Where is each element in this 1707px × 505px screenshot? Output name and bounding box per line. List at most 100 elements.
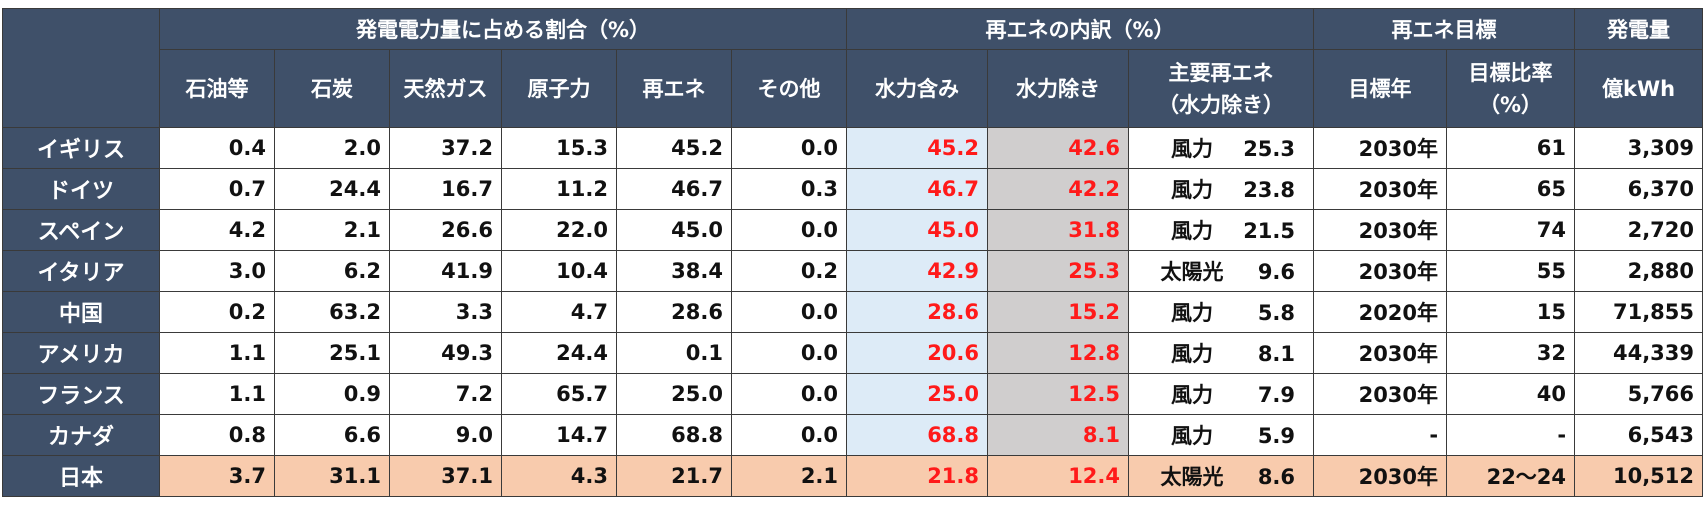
cell-other: 0.0 — [730, 209, 848, 251]
cell-generation: 2,720 — [1574, 209, 1704, 251]
table-row: カナダ 0.8 6.6 9.0 14.7 68.8 0.0 68.8 8.1 風力 5.9- -6,5… — [2, 414, 1704, 456]
header-main-renewable: 主要再エネ （水力除き） — [1128, 49, 1315, 128]
cell-nuclear: 10.4 — [501, 250, 617, 292]
cell-gas: 16.7 — [389, 168, 502, 210]
cell-nuclear: 24.4 — [501, 332, 617, 374]
cell-main-renewable: 太陽光 8.6 — [1128, 455, 1315, 497]
cell-nuclear: 22.0 — [501, 209, 617, 251]
table-row: フランス 1.1 0.9 7.2 65.7 25.0 0.0 25.0 12.5 風力 7.9 203… — [2, 373, 1704, 415]
main-renewable-source: 風力 — [1171, 342, 1214, 366]
cell-main-renewable: 風力 8.1 — [1128, 332, 1315, 374]
cell-target-year: 2030年 — [1313, 168, 1448, 210]
main-renewable-value: 9.6 — [1257, 260, 1296, 284]
cell-hydro-included: 42.9 — [846, 250, 989, 292]
cell-main-renewable: 風力 25.3 — [1128, 127, 1315, 169]
cell-main-renewable: 風力 5.9 — [1128, 414, 1315, 456]
cell-hydro-included: 46.7 — [846, 168, 989, 210]
cell-target-year: 2030年 — [1313, 455, 1448, 497]
cell-generation: 3,309 — [1574, 127, 1704, 169]
country-name: 中国 — [2, 291, 160, 333]
cell-gas: 26.6 — [389, 209, 502, 251]
main-renewable-source: 風力 — [1171, 424, 1214, 448]
header-renewable: 再エネ — [616, 49, 732, 128]
cell-nuclear: 15.3 — [501, 127, 617, 169]
cell-hydro-included: 45.0 — [846, 209, 989, 251]
main-renewable-source: 風力 — [1171, 383, 1214, 407]
cell-target-year: 2030年 — [1313, 332, 1448, 374]
cell-coal: 25.1 — [274, 332, 390, 374]
main-renewable-value: 5.8 — [1257, 301, 1296, 325]
main-renewable-value: 23.8 — [1243, 178, 1296, 202]
cell-hydro-excluded: 12.8 — [987, 332, 1130, 374]
cell-nuclear: 65.7 — [501, 373, 617, 415]
header-target-ratio-line1: 目標比率 — [1468, 60, 1553, 85]
cell-coal: 6.6 — [274, 414, 390, 456]
country-name: スペイン — [2, 209, 160, 251]
cell-hydro-included: 28.6 — [846, 291, 989, 333]
cell-main-renewable: 風力 21.5 — [1128, 209, 1315, 251]
cell-generation: 6,543 — [1574, 414, 1704, 456]
cell-other: 0.0 — [730, 414, 848, 456]
cell-target-ratio: 61 — [1446, 127, 1576, 169]
cell-renewable: 68.8 — [616, 414, 732, 456]
cell-gas: 9.0 — [389, 414, 502, 456]
header-target-ratio-line2: （%） — [1479, 92, 1543, 117]
cell-gas: 3.3 — [389, 291, 502, 333]
cell-oil: 4.2 — [159, 209, 275, 251]
main-renewable-source: 太陽光 — [1160, 260, 1224, 284]
table-row: イギリス 0.4 2.0 37.2 15.3 45.2 0.0 45.2 42.6 風力 25.3 2… — [2, 127, 1704, 169]
header-coal: 石炭 — [274, 49, 390, 128]
table-row: ドイツ 0.7 24.4 16.7 11.2 46.7 0.3 46.7 42.2 風力 23.8 2… — [2, 168, 1704, 210]
cell-target-ratio: 15 — [1446, 291, 1576, 333]
cell-other: 0.2 — [730, 250, 848, 292]
cell-hydro-excluded: 12.5 — [987, 373, 1130, 415]
cell-renewable: 28.6 — [616, 291, 732, 333]
cell-other: 2.1 — [730, 455, 848, 497]
cell-renewable: 21.7 — [616, 455, 732, 497]
table-row: 日本 3.7 31.1 37.1 4.3 21.7 2.1 21.8 12.4 太陽光 8.6 203… — [2, 455, 1704, 497]
main-renewable-value: 8.6 — [1257, 465, 1296, 489]
cell-coal: 6.2 — [274, 250, 390, 292]
cell-nuclear: 4.3 — [501, 455, 617, 497]
cell-gas: 37.1 — [389, 455, 502, 497]
cell-target-year: 2020年 — [1313, 291, 1448, 333]
cell-hydro-included: 20.6 — [846, 332, 989, 374]
cell-coal: 24.4 — [274, 168, 390, 210]
cell-oil: 3.0 — [159, 250, 275, 292]
cell-target-ratio: 22〜24 — [1446, 455, 1576, 497]
cell-other: 0.0 — [730, 332, 848, 374]
header-oil: 石油等 — [159, 49, 275, 128]
header-group-renewable-breakdown: 再エネの内訳（%） — [846, 8, 1315, 50]
cell-hydro-excluded: 42.2 — [987, 168, 1130, 210]
cell-target-ratio: 40 — [1446, 373, 1576, 415]
cell-other: 0.3 — [730, 168, 848, 210]
header-nuclear: 原子力 — [501, 49, 617, 128]
header-main-renewable-line2: （水力除き） — [1158, 92, 1285, 117]
cell-hydro-included: 68.8 — [846, 414, 989, 456]
main-renewable-value: 5.9 — [1257, 424, 1296, 448]
header-hydro-excluded: 水力除き — [987, 49, 1130, 128]
cell-main-renewable: 風力 23.8 — [1128, 168, 1315, 210]
cell-target-year: 2030年 — [1313, 127, 1448, 169]
country-name: 日本 — [2, 455, 160, 497]
table-body: イギリス 0.4 2.0 37.2 15.3 45.2 0.0 45.2 42.6 風力 25.3 2… — [2, 127, 1704, 497]
cell-renewable: 45.2 — [616, 127, 732, 169]
cell-target-year: - — [1313, 414, 1448, 456]
cell-oil: 1.1 — [159, 373, 275, 415]
corner-header — [2, 8, 160, 128]
header-group-generation: 発電量 — [1574, 8, 1704, 50]
main-renewable-source: 風力 — [1171, 137, 1214, 161]
cell-oil: 3.7 — [159, 455, 275, 497]
cell-nuclear: 14.7 — [501, 414, 617, 456]
cell-renewable: 25.0 — [616, 373, 732, 415]
cell-target-ratio: - — [1446, 414, 1576, 456]
cell-coal: 63.2 — [274, 291, 390, 333]
cell-hydro-included: 45.2 — [846, 127, 989, 169]
cell-hydro-included: 21.8 — [846, 455, 989, 497]
cell-oil: 0.8 — [159, 414, 275, 456]
main-renewable-source: 風力 — [1171, 301, 1214, 325]
cell-hydro-excluded: 12.4 — [987, 455, 1130, 497]
cell-hydro-included: 25.0 — [846, 373, 989, 415]
country-name: イギリス — [2, 127, 160, 169]
header-main-renewable-line1: 主要再エネ — [1168, 60, 1274, 85]
